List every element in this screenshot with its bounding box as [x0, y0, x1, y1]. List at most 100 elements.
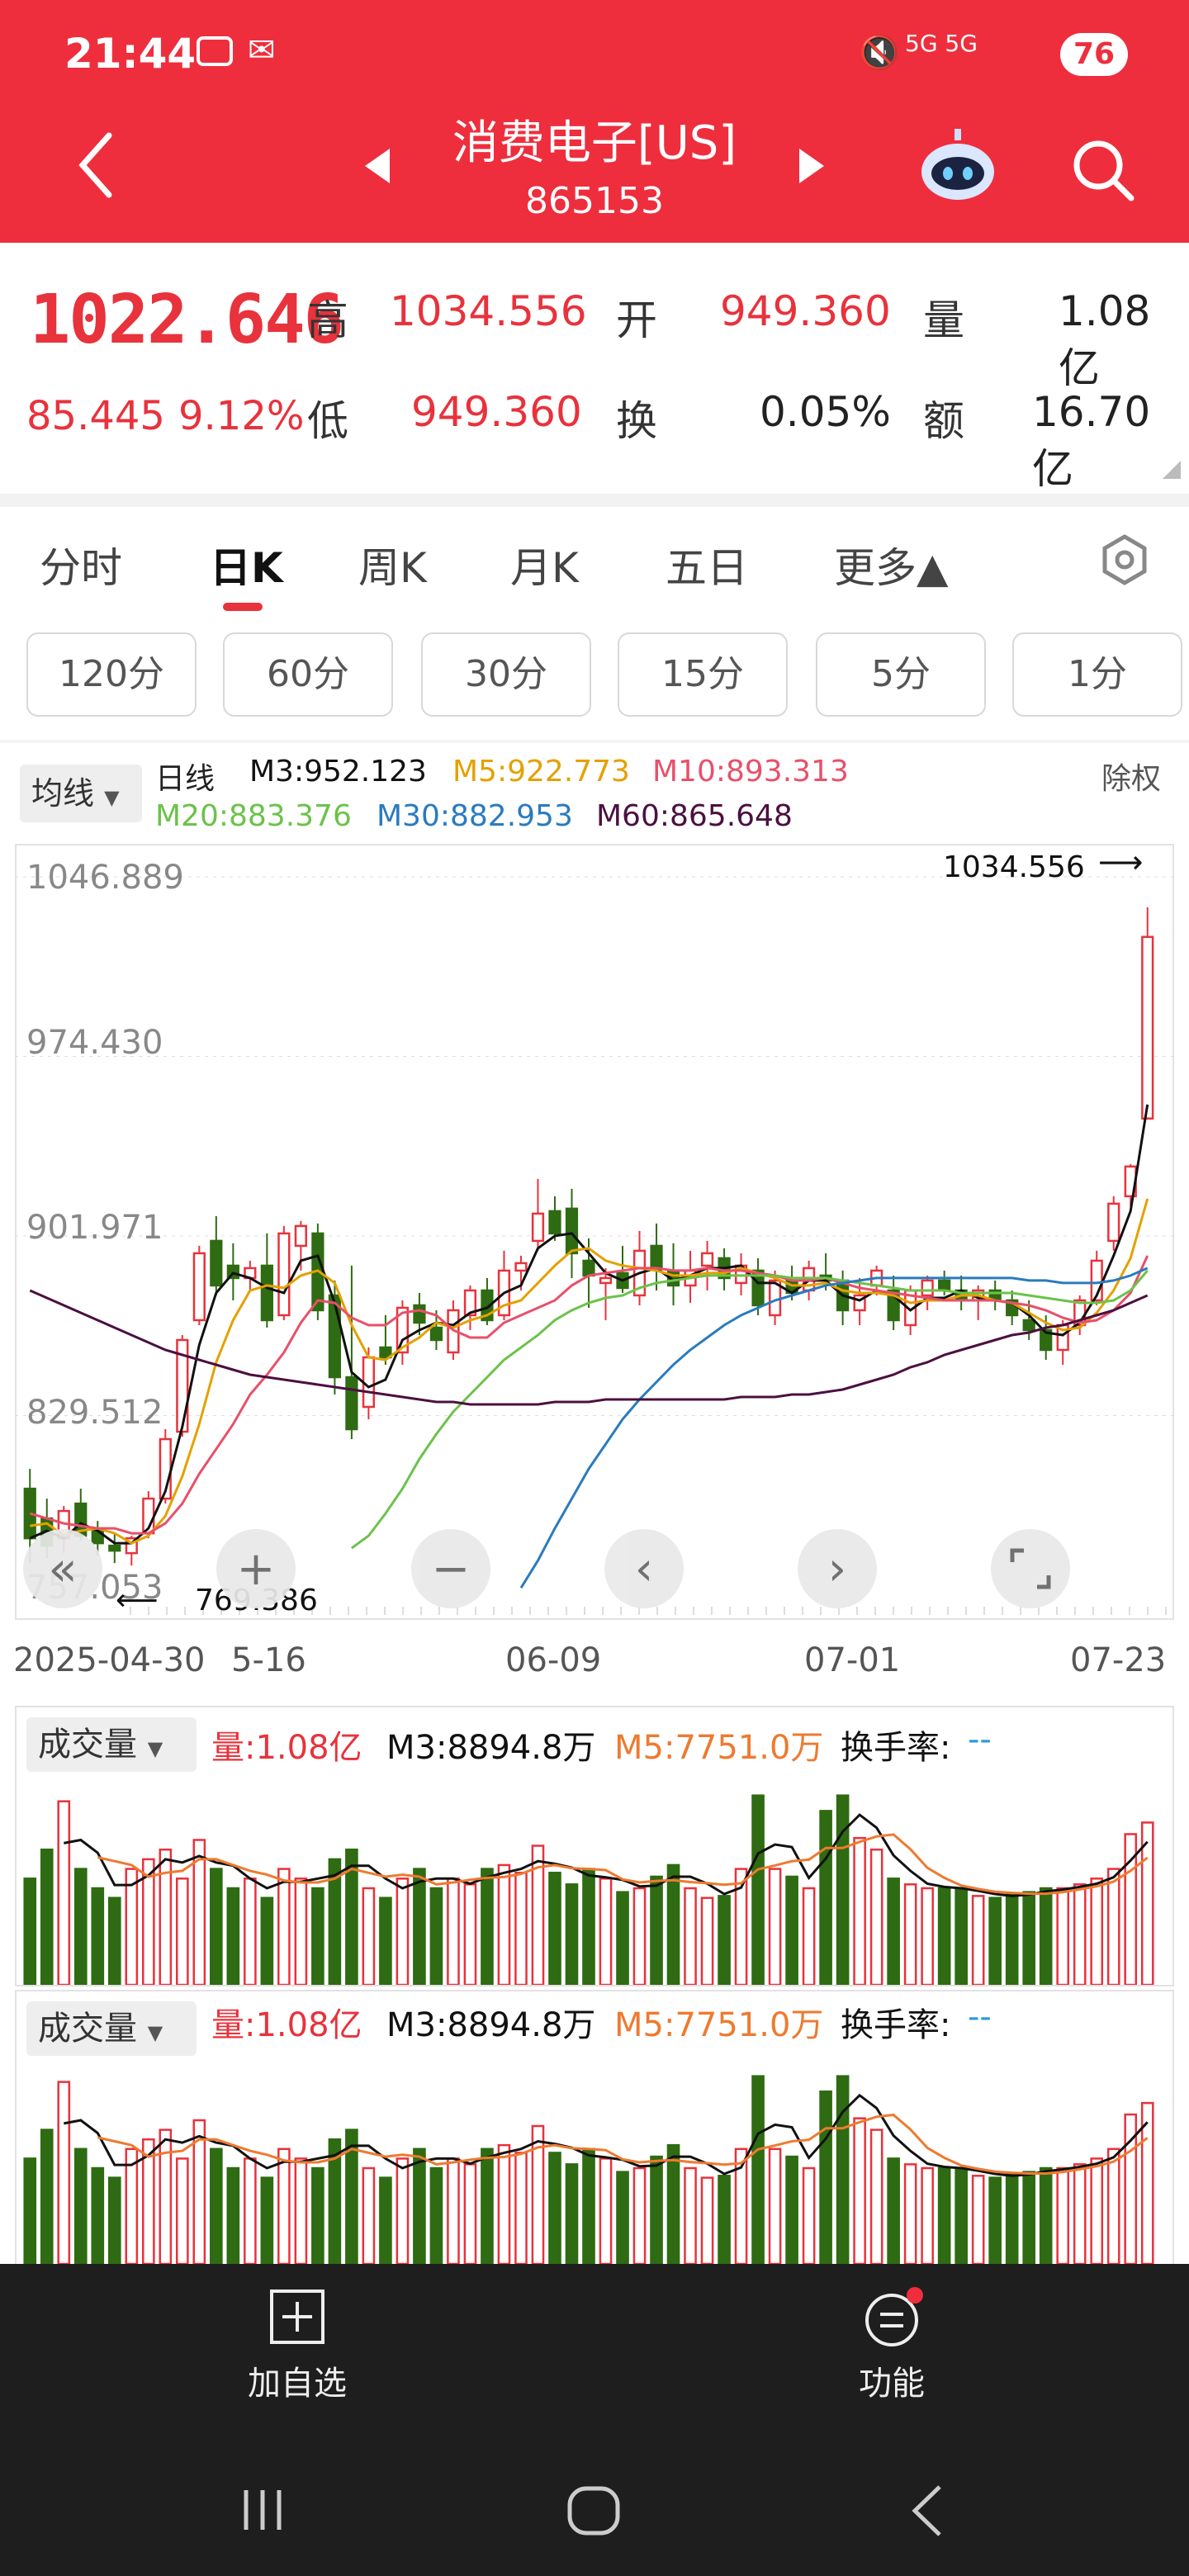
- recents-button[interactable]: [238, 2485, 287, 2538]
- volume-bar: [955, 2166, 968, 2264]
- search-button[interactable]: [1070, 137, 1136, 206]
- volume-bar: [396, 1878, 410, 1985]
- interval-120m-button[interactable]: 120分: [26, 632, 197, 717]
- assistant-button[interactable]: [918, 129, 997, 206]
- volume-bar: [226, 1887, 240, 1985]
- volume-bar: [599, 1878, 613, 1985]
- turnover-rate-value: --: [968, 1721, 992, 1759]
- volume-bar: [277, 2147, 291, 2264]
- interval-1m-button[interactable]: 1分: [1012, 632, 1182, 717]
- wechat-icon: ✉: [248, 31, 276, 69]
- tab-more[interactable]: 更多▲: [834, 544, 949, 592]
- volume-chart[interactable]: [15, 2056, 1174, 2264]
- volume-bar: [362, 2166, 376, 2264]
- volume-bar: [666, 1863, 680, 1985]
- volume-ma-line: [64, 1813, 1149, 1897]
- chevron-left-icon: [78, 132, 112, 198]
- volume-bar: [700, 1896, 714, 1985]
- ma-type-dropdown[interactable]: 均线 ▼: [20, 765, 142, 822]
- volume-bar: [514, 1872, 528, 1985]
- expand-corner-icon[interactable]: [1163, 461, 1181, 479]
- open-label: 开: [616, 296, 657, 344]
- volume-bar: [632, 2166, 647, 2264]
- tab-monthly-k[interactable]: 月K: [510, 544, 579, 592]
- volume-bar: [176, 1878, 189, 1985]
- volume-bar: [751, 1794, 765, 1985]
- tab-intraday[interactable]: 分时: [40, 544, 122, 592]
- add-watchlist-label[interactable]: 加自选: [248, 2365, 347, 2403]
- candle: [565, 1207, 579, 1255]
- ma-dropdown-label: 均线: [31, 775, 95, 812]
- volume-bar: [107, 1896, 121, 1985]
- volume-bar: [362, 1887, 376, 1985]
- volume-bar: [260, 2176, 274, 2264]
- interval-60m-button[interactable]: 60分: [223, 632, 393, 717]
- functions-label[interactable]: 功能: [859, 2365, 925, 2403]
- volume-bar: [836, 2075, 850, 2264]
- interval-15m-button[interactable]: 15分: [618, 632, 788, 717]
- volume-bar: [700, 2176, 714, 2264]
- ma3-legend: M3:952.123: [249, 755, 427, 788]
- turnover-label: 换: [616, 397, 657, 445]
- ma-line-m60: [29, 1289, 1149, 1406]
- volume-bar: [582, 1868, 595, 1985]
- volume-bar: [210, 2147, 223, 2264]
- chart-settings-button[interactable]: [1098, 533, 1151, 590]
- system-back-button[interactable]: [908, 2484, 946, 2541]
- interval-30m-button[interactable]: 30分: [421, 632, 591, 717]
- volume-indicator-dropdown[interactable]: 成交量 ▼: [26, 2001, 197, 2056]
- stock-code: 865153: [525, 180, 664, 222]
- volume-panel-frame: [15, 1706, 1174, 1986]
- volume-legend: 量:1.08亿: [211, 2006, 362, 2044]
- candle: [1141, 935, 1154, 1120]
- x-tick-label: 07-23: [1070, 1641, 1167, 1679]
- volume-m3-legend: M3:8894.8万: [386, 1729, 596, 1767]
- ma10-legend: M10:893.313: [652, 755, 849, 788]
- fullscreen-button[interactable]: [991, 1529, 1070, 1608]
- tab-weekly-k[interactable]: 周K: [358, 544, 427, 592]
- add-watchlist-button[interactable]: [269, 2289, 325, 2348]
- zoom-out-button[interactable]: −: [411, 1529, 490, 1608]
- volume-chart[interactable]: [15, 1775, 1174, 1985]
- volume-bar: [125, 1868, 139, 1985]
- back-button[interactable]: [76, 132, 119, 198]
- volume-bar: [379, 2176, 392, 2264]
- volume-bar: [73, 2147, 88, 2264]
- volume-m5-legend: M5:7751.0万: [614, 1729, 824, 1767]
- adjust-toggle[interactable]: 除权: [1101, 762, 1162, 796]
- x-tick-label: 07-01: [804, 1641, 901, 1679]
- ma20-legend: M20:883.376: [155, 799, 352, 833]
- prev-stock-button[interactable]: [363, 147, 391, 188]
- turnover-rate-legend: 换手率:: [841, 1729, 951, 1767]
- next-stock-button[interactable]: [798, 147, 826, 188]
- scroll-left-button[interactable]: «: [23, 1529, 102, 1608]
- home-button[interactable]: [566, 2485, 621, 2540]
- tab-daily-k[interactable]: 日K: [210, 544, 283, 592]
- kline-chart-frame[interactable]: [15, 844, 1174, 1620]
- volume-bar: [616, 2171, 629, 2264]
- volume-bar: [294, 1878, 308, 1985]
- volume-bar: [379, 1896, 392, 1985]
- pan-left-button[interactable]: ‹: [604, 1529, 684, 1608]
- kline-chart[interactable]: [15, 844, 1174, 1620]
- fullscreen-icon: [1010, 1548, 1051, 1589]
- turnover-rate-legend: 换手率:: [841, 2006, 951, 2044]
- volume-bar: [260, 1896, 274, 1985]
- volume-bar: [988, 1896, 1002, 1985]
- functions-button[interactable]: [864, 2287, 925, 2351]
- ma-line-m5: [30, 1198, 1149, 1545]
- volume-bar: [718, 2175, 731, 2264]
- interval-5m-button[interactable]: 5分: [816, 632, 986, 717]
- volume-indicator-dropdown[interactable]: 成交量 ▼: [26, 1717, 197, 1772]
- volume-bar: [1056, 1887, 1070, 1985]
- pan-right-button[interactable]: ›: [798, 1529, 877, 1608]
- zoom-in-button[interactable]: +: [216, 1529, 296, 1608]
- volume-bar: [40, 2129, 54, 2264]
- tab-five-day[interactable]: 五日: [666, 544, 748, 592]
- volume-bar: [463, 2163, 477, 2264]
- candle: [531, 1212, 545, 1243]
- volume-bar: [447, 2157, 460, 2264]
- volume-bar: [1005, 2172, 1019, 2264]
- volume-bar: [853, 1836, 866, 1985]
- volume-bar: [802, 1887, 816, 1985]
